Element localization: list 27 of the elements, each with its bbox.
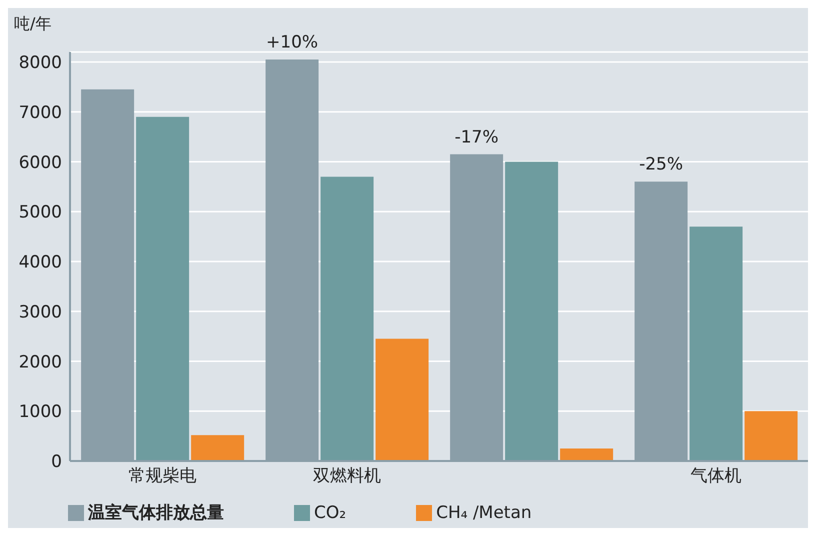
legend-label: CH₄ /Metan: [436, 503, 532, 523]
x-tick-label: 气体机: [690, 466, 742, 486]
legend-label: 温室气体排放总量: [88, 503, 224, 523]
bar: [560, 448, 614, 461]
x-tick-label: 双燃料机: [312, 466, 381, 486]
y-tick-label: 7000: [18, 102, 62, 123]
bar: [136, 116, 190, 461]
y-tick-label: 3000: [18, 302, 62, 322]
y-tick-label: 8000: [18, 53, 62, 74]
bar: [690, 226, 743, 461]
y-axis-title: 吨/年: [14, 14, 52, 35]
y-tick-label: 5000: [18, 202, 62, 223]
annotation: -25%: [639, 154, 684, 175]
y-tick-label: 4000: [18, 252, 62, 273]
bar: [320, 176, 374, 461]
bar: [191, 435, 244, 461]
annotation: +10%: [266, 32, 318, 52]
y-tick-label: 2000: [18, 352, 62, 372]
annotation: -17%: [454, 127, 499, 148]
bar: [376, 338, 429, 461]
y-tick-label: 0: [51, 452, 62, 472]
bar: [505, 162, 558, 461]
y-tick-label: 1000: [18, 402, 62, 422]
legend-label: CO₂: [314, 503, 346, 523]
y-tick-label: 6000: [18, 152, 62, 173]
bar: [744, 411, 798, 461]
x-tick-label: 常规柴电: [128, 466, 196, 486]
